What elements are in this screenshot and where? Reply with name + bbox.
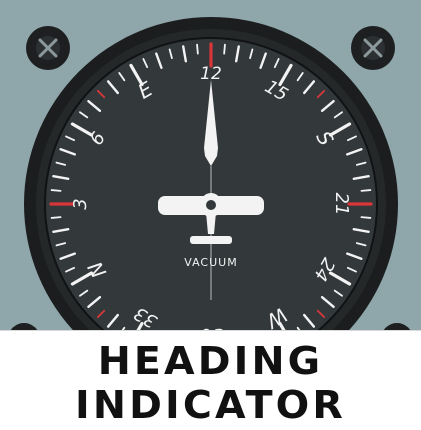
caption-panel: HEADING INDICATOR	[0, 330, 421, 430]
compass-tick	[320, 296, 335, 309]
compass-tick	[65, 266, 76, 273]
compass-tick	[55, 161, 67, 166]
compass-tick	[333, 289, 343, 297]
compass-tick	[352, 175, 370, 181]
compass-tick	[273, 58, 280, 69]
compass-tick	[106, 313, 120, 328]
compass-tick	[70, 271, 94, 286]
caption-line-heading: HEADING	[97, 339, 324, 383]
compass-tick	[316, 89, 326, 99]
caption-line-indicator: INDICATOR	[75, 383, 346, 427]
vacuum-label: VACUUM	[184, 256, 237, 269]
compass-tick	[360, 216, 372, 219]
compass-tick	[168, 48, 173, 60]
compass-tick	[129, 63, 144, 87]
compass-tick	[328, 271, 352, 286]
compass-tick	[234, 45, 240, 63]
compass-tick	[106, 80, 120, 95]
compass-tick	[59, 252, 76, 260]
compass-tick	[55, 242, 67, 247]
compass-tick	[182, 45, 188, 63]
compass-tick	[259, 52, 267, 69]
compass-tick	[70, 122, 94, 137]
compass-tick	[52, 175, 70, 181]
compass-tick	[59, 148, 76, 156]
compass-tick	[355, 242, 367, 247]
compass-tick	[87, 296, 102, 309]
compass-tick	[223, 43, 226, 55]
compass-tick	[142, 58, 149, 69]
compass-tick	[328, 122, 352, 137]
compass-tick	[333, 111, 343, 119]
compass-tick	[155, 52, 163, 69]
compass-tick	[50, 216, 62, 219]
compass-tick	[303, 80, 316, 95]
compass-tick	[249, 48, 254, 60]
screw-head-icon	[26, 26, 70, 70]
compass-tick	[96, 309, 106, 319]
compass-tick	[346, 148, 363, 156]
compass-tick	[79, 289, 89, 297]
compass-tick	[79, 111, 89, 119]
compass-tick	[65, 135, 76, 142]
compass-tick	[346, 252, 363, 260]
compass-tick	[96, 89, 106, 99]
compass-heading-label: 3	[70, 198, 91, 209]
lubber-pointer	[204, 80, 218, 166]
compass-tick	[346, 266, 357, 273]
compass-tick	[50, 189, 62, 192]
compass-tick	[355, 161, 367, 166]
screw-head-icon	[351, 26, 395, 70]
compass-tick	[118, 72, 126, 82]
compass-heading-label: 12	[200, 64, 222, 84]
compass-tick	[352, 227, 370, 233]
compass-tick	[87, 99, 102, 113]
compass-tick	[360, 189, 372, 192]
compass-tick	[303, 313, 316, 328]
airplane-silhouette-icon	[158, 193, 264, 244]
compass-tick	[346, 135, 357, 142]
compass-tick	[52, 227, 70, 233]
compass-tick	[320, 99, 335, 113]
compass-tick	[296, 72, 304, 82]
compass-tick	[278, 63, 293, 87]
compass-tick	[196, 43, 199, 55]
compass-tick	[316, 309, 326, 319]
compass-heading-label: 21	[331, 193, 352, 216]
